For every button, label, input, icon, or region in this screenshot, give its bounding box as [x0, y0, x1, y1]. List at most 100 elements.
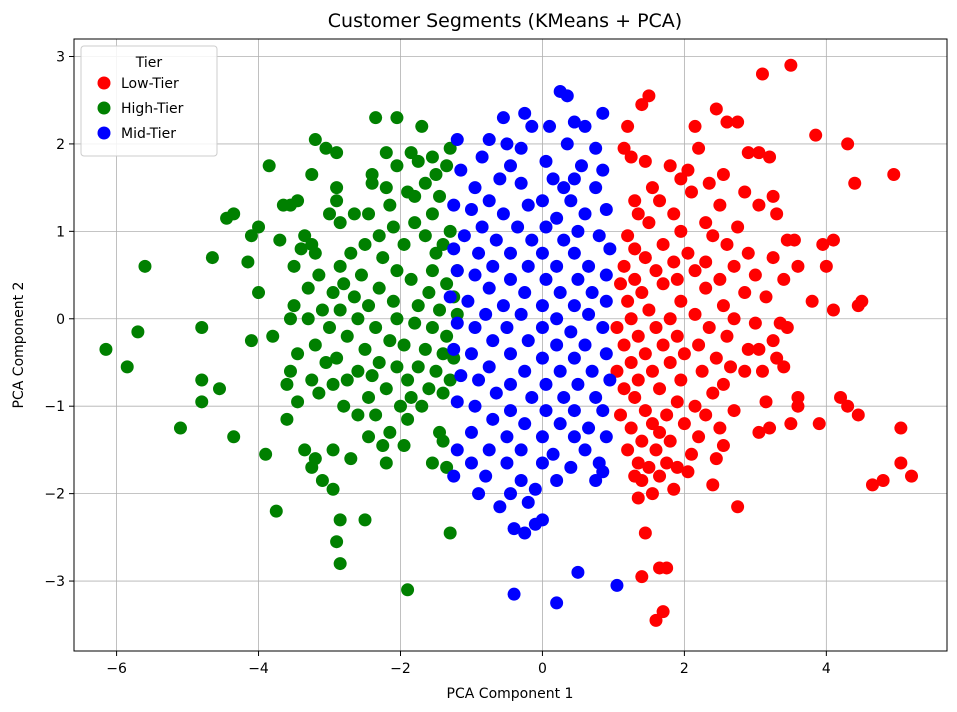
data-point-low-tier — [656, 277, 670, 291]
data-point-mid-tier — [514, 307, 528, 321]
data-point-low-tier — [834, 390, 848, 404]
data-point-mid-tier — [472, 373, 486, 387]
data-point-low-tier — [699, 216, 713, 230]
data-point-mid-tier — [564, 460, 578, 474]
data-point-low-tier — [727, 404, 741, 418]
data-point-mid-tier — [596, 163, 610, 177]
data-point-low-tier — [727, 259, 741, 273]
data-point-mid-tier — [482, 360, 496, 374]
data-point-low-tier — [791, 259, 805, 273]
data-point-mid-tier — [472, 487, 486, 501]
data-point-low-tier — [702, 176, 716, 190]
data-point-high-tier — [440, 159, 454, 173]
data-point-low-tier — [635, 286, 649, 300]
data-point-mid-tier — [457, 229, 471, 243]
data-point-high-tier — [195, 321, 209, 335]
data-point-high-tier — [358, 237, 372, 251]
data-point-high-tier — [386, 294, 400, 308]
data-point-low-tier — [638, 347, 652, 361]
data-point-mid-tier — [454, 163, 468, 177]
data-point-mid-tier — [564, 325, 578, 339]
data-point-low-tier — [631, 329, 645, 343]
data-point-high-tier — [205, 251, 219, 265]
data-point-high-tier — [358, 342, 372, 356]
data-point-mid-tier — [514, 443, 528, 457]
data-point-low-tier — [663, 159, 677, 173]
data-point-high-tier — [220, 211, 234, 225]
data-point-mid-tier — [450, 133, 464, 147]
data-point-low-tier — [674, 224, 688, 238]
data-point-low-tier — [777, 360, 791, 374]
data-point-low-tier — [617, 338, 631, 352]
y-tick-label: 3 — [56, 49, 65, 65]
data-point-mid-tier — [500, 430, 514, 444]
data-point-low-tier — [724, 360, 738, 374]
data-point-high-tier — [280, 412, 294, 426]
data-point-mid-tier — [468, 268, 482, 282]
data-point-mid-tier — [518, 286, 532, 300]
data-point-low-tier — [731, 220, 745, 234]
data-point-high-tier — [319, 355, 333, 369]
data-point-low-tier — [670, 329, 684, 343]
data-point-high-tier — [418, 342, 432, 356]
data-point-low-tier — [905, 469, 919, 483]
data-point-low-tier — [766, 189, 780, 203]
data-point-high-tier — [333, 303, 347, 317]
data-point-high-tier — [227, 430, 241, 444]
data-point-mid-tier — [518, 417, 532, 431]
data-point-mid-tier — [582, 259, 596, 273]
data-point-high-tier — [443, 373, 457, 387]
data-point-mid-tier — [571, 565, 585, 579]
data-point-mid-tier — [567, 404, 581, 418]
data-point-high-tier — [362, 299, 376, 313]
data-point-mid-tier — [567, 351, 581, 365]
data-point-low-tier — [667, 255, 681, 269]
data-point-low-tier — [741, 146, 755, 160]
data-point-mid-tier — [521, 495, 535, 509]
data-point-low-tier — [702, 321, 716, 335]
y-axis-ticks: −3 −2 −1 0 1 2 3 — [44, 49, 74, 590]
data-point-mid-tier — [582, 307, 596, 321]
data-point-mid-tier — [567, 430, 581, 444]
data-point-high-tier — [390, 360, 404, 374]
data-point-low-tier — [635, 474, 649, 488]
data-point-high-tier — [266, 329, 280, 343]
data-point-low-tier — [649, 321, 663, 335]
data-point-mid-tier — [504, 159, 517, 173]
data-point-low-tier — [713, 272, 727, 286]
data-point-high-tier — [330, 181, 344, 195]
data-point-low-tier — [731, 115, 745, 129]
data-point-high-tier — [351, 408, 365, 422]
data-point-mid-tier — [518, 106, 532, 120]
data-point-high-tier — [330, 146, 344, 160]
data-point-low-tier — [638, 154, 652, 168]
data-point-low-tier — [642, 303, 656, 317]
legend-label-low-tier: Low-Tier — [121, 76, 179, 92]
y-axis-label: PCA Component 2 — [11, 282, 27, 409]
data-point-mid-tier — [479, 307, 493, 321]
data-point-mid-tier — [550, 474, 564, 488]
data-point-high-tier — [376, 251, 390, 265]
data-point-low-tier — [763, 421, 777, 435]
data-point-low-tier — [699, 255, 713, 269]
x-tick-label: 2 — [680, 661, 689, 677]
data-point-low-tier — [706, 478, 720, 492]
data-point-high-tier — [173, 421, 187, 435]
data-point-mid-tier — [450, 316, 464, 330]
data-point-mid-tier — [553, 417, 567, 431]
data-point-low-tier — [805, 294, 819, 308]
data-point-low-tier — [741, 342, 755, 356]
data-point-high-tier — [376, 439, 390, 453]
data-point-low-tier — [677, 417, 691, 431]
data-point-high-tier — [411, 360, 425, 374]
data-point-high-tier — [436, 237, 450, 251]
data-point-high-tier — [315, 303, 329, 317]
data-point-low-tier — [763, 150, 777, 164]
data-point-low-tier — [770, 351, 784, 365]
data-point-mid-tier — [567, 299, 581, 313]
data-point-low-tier — [614, 408, 628, 422]
data-point-low-tier — [784, 58, 798, 72]
data-point-mid-tier — [567, 115, 581, 129]
data-point-high-tier — [241, 255, 255, 269]
